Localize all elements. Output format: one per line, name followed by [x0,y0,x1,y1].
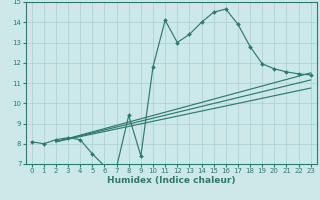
X-axis label: Humidex (Indice chaleur): Humidex (Indice chaleur) [107,176,236,185]
